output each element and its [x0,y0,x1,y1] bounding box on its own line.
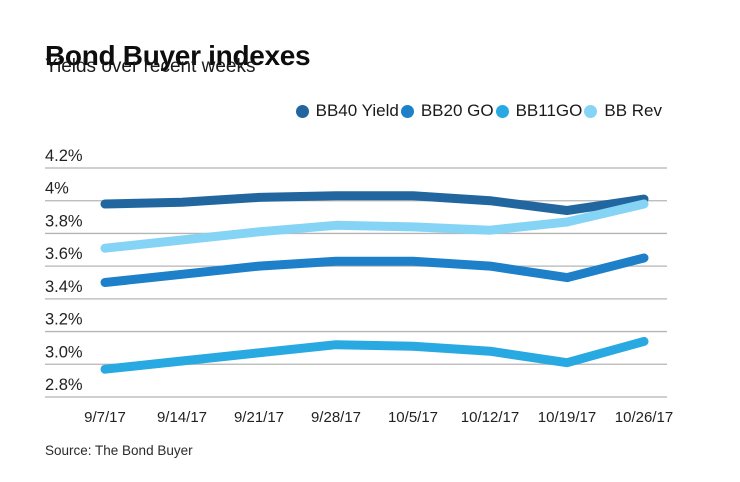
legend-item-bb-rev: BB Rev [584,101,662,121]
y-axis-tick-label: 3.0% [45,343,83,361]
legend-label: BB20 GO [420,101,494,120]
x-axis-tick-label: 10/5/17 [388,409,438,426]
legend-swatch-icon [495,104,509,118]
y-axis-tick-label: 4% [45,180,69,198]
legend-swatch-icon [295,104,309,118]
legend-label: BB Rev [604,101,662,120]
legend-swatch-icon [400,104,414,118]
x-axis-tick-label: 9/21/17 [234,409,284,426]
y-axis-tick-label: 3.4% [45,278,83,296]
legend-label: BB40 Yield [315,101,399,120]
y-axis-tick-label: 3.8% [45,212,83,230]
source-note: Source: The Bond Buyer [45,443,193,458]
plot-area: 4.2% 4% 3.8% 3.6% 3.4% 3.2% 3.0% 2.8% 9/7/17 9/14… [0,138,740,438]
legend-item-bb11go: BB11GO [495,101,583,121]
x-axis-tick-label: 10/19/17 [538,409,596,426]
y-axis-tick-label: 4.2% [45,147,83,165]
series-line-bb11go [100,336,649,374]
legend-item-bb40-yield: BB40 Yield [295,101,399,121]
x-axis-tick-label: 9/28/17 [311,409,361,426]
x-axis-tick-label: 10/12/17 [461,409,519,426]
x-axis-tick-label: 9/14/17 [157,409,207,426]
x-axis-tick-label: 10/26/17 [615,409,673,426]
series-line-bb40-yield [100,191,649,215]
series-line-bb20-go [100,253,649,287]
legend-label: BB11GO [515,101,583,120]
legend-swatch-icon [584,104,598,118]
legend-item-bb20-go: BB20 GO [400,101,494,121]
line-chart: 4.2% 4% 3.8% 3.6% 3.4% 3.2% 3.0% 2.8%9/7/17 9/14… [45,147,673,426]
legend: BB40 Yield BB20 GO BB11GO BB Rev [0,101,662,121]
series-line-bb-rev [100,199,649,253]
chart-subtitle: Yields over recent weeks [45,56,256,77]
chart-title: Bond Buyer indexes [45,39,311,71]
x-axis-tick-label: 9/7/17 [84,409,126,426]
y-axis-tick-label: 3.6% [45,245,83,263]
y-axis-tick-label: 2.8% [45,376,83,394]
y-axis-tick-label: 3.2% [45,311,83,329]
